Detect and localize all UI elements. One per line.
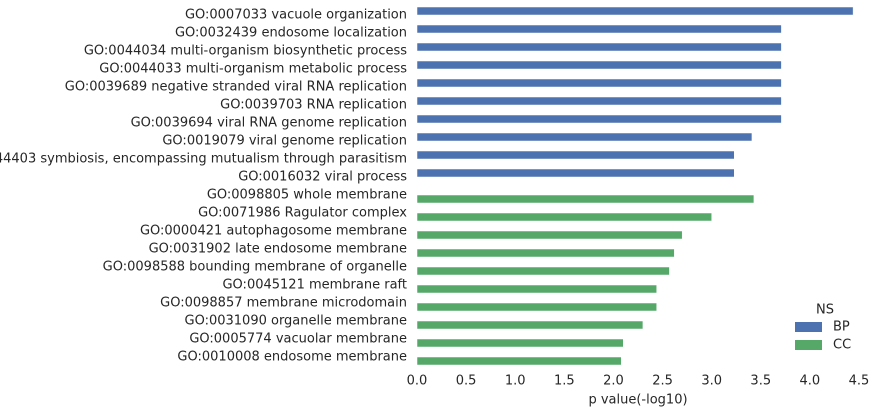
x-tick-label: 1.5: [554, 374, 575, 389]
y-tick-label: GO:0039703 RNA replication: [220, 98, 407, 113]
bar: [416, 302, 657, 312]
y-tick-label: GO:0039694 viral RNA genome replication: [131, 116, 407, 131]
y-tick-label: GO:0039689 negative stranded viral RNA r…: [65, 80, 407, 95]
x-tick-label: 0.0: [407, 374, 428, 389]
bar: [416, 132, 753, 142]
x-tick-label: 4.0: [800, 374, 821, 389]
x-tick-label: 3.0: [701, 374, 722, 389]
x-tick-label: 0.5: [456, 374, 477, 389]
legend-label: CC: [833, 338, 851, 353]
legend-title: NS: [816, 303, 834, 318]
x-axis-label: p value(-log10): [588, 393, 687, 408]
x-tick-label: 4.5: [849, 374, 870, 389]
bar: [416, 212, 712, 222]
bar: [416, 24, 782, 34]
bar: [416, 338, 624, 348]
bar: [416, 150, 735, 160]
bar: [416, 168, 735, 178]
y-tick-label: GO:0031090 organelle membrane: [185, 314, 408, 329]
x-tick-label: 2.0: [603, 374, 624, 389]
y-tick-label: GO:0032439 endosome localization: [175, 26, 407, 41]
x-tick-label: 1.0: [505, 374, 526, 389]
bar: [416, 96, 782, 106]
y-tick-label: GO:0005774 vacuolar membrane: [189, 332, 407, 347]
bar: [416, 284, 657, 294]
bar: [416, 320, 644, 330]
bar: [416, 6, 854, 16]
y-tick-label: GO:0098588 bounding membrane of organell…: [103, 260, 407, 275]
bar: [416, 266, 670, 276]
bar: [416, 42, 782, 52]
x-tick-label: 2.5: [652, 374, 673, 389]
bar: [416, 114, 782, 124]
y-tick-label: GO:0031902 late endosome membrane: [149, 242, 407, 257]
y-tick-label: GO:0000421 autophagosome membrane: [140, 224, 407, 239]
bar: [416, 230, 683, 240]
bar: [416, 194, 755, 204]
bar: [416, 78, 782, 88]
y-tick-label: GO:0098857 membrane microdomain: [160, 296, 407, 311]
y-tick-label: GO:0016032 viral process: [238, 170, 407, 185]
y-tick-label: GO:0044034 multi-organism biosynthetic p…: [84, 44, 407, 59]
bar: [416, 60, 782, 70]
bar: [416, 356, 622, 366]
y-tick-label: GO:0044403 symbiosis, encompassing mutua…: [0, 152, 407, 167]
legend-swatch: [795, 340, 822, 350]
y-tick-label: GO:0098805 whole membrane: [207, 188, 407, 203]
legend-label: BP: [833, 320, 850, 335]
y-tick-label: GO:0045121 membrane raft: [222, 278, 407, 293]
y-tick-label: GO:0010008 endosome membrane: [177, 350, 407, 365]
y-tick-label: GO:0071986 Ragulator complex: [198, 206, 407, 221]
bar: [416, 248, 675, 258]
y-tick-label: GO:0044033 multi-organism metabolic proc…: [99, 62, 407, 77]
y-tick-label: GO:0007033 vacuole organization: [185, 8, 407, 23]
y-tick-label: GO:0019079 viral genome replication: [162, 134, 407, 149]
legend-swatch: [795, 322, 822, 332]
x-tick-label: 3.5: [750, 374, 771, 389]
